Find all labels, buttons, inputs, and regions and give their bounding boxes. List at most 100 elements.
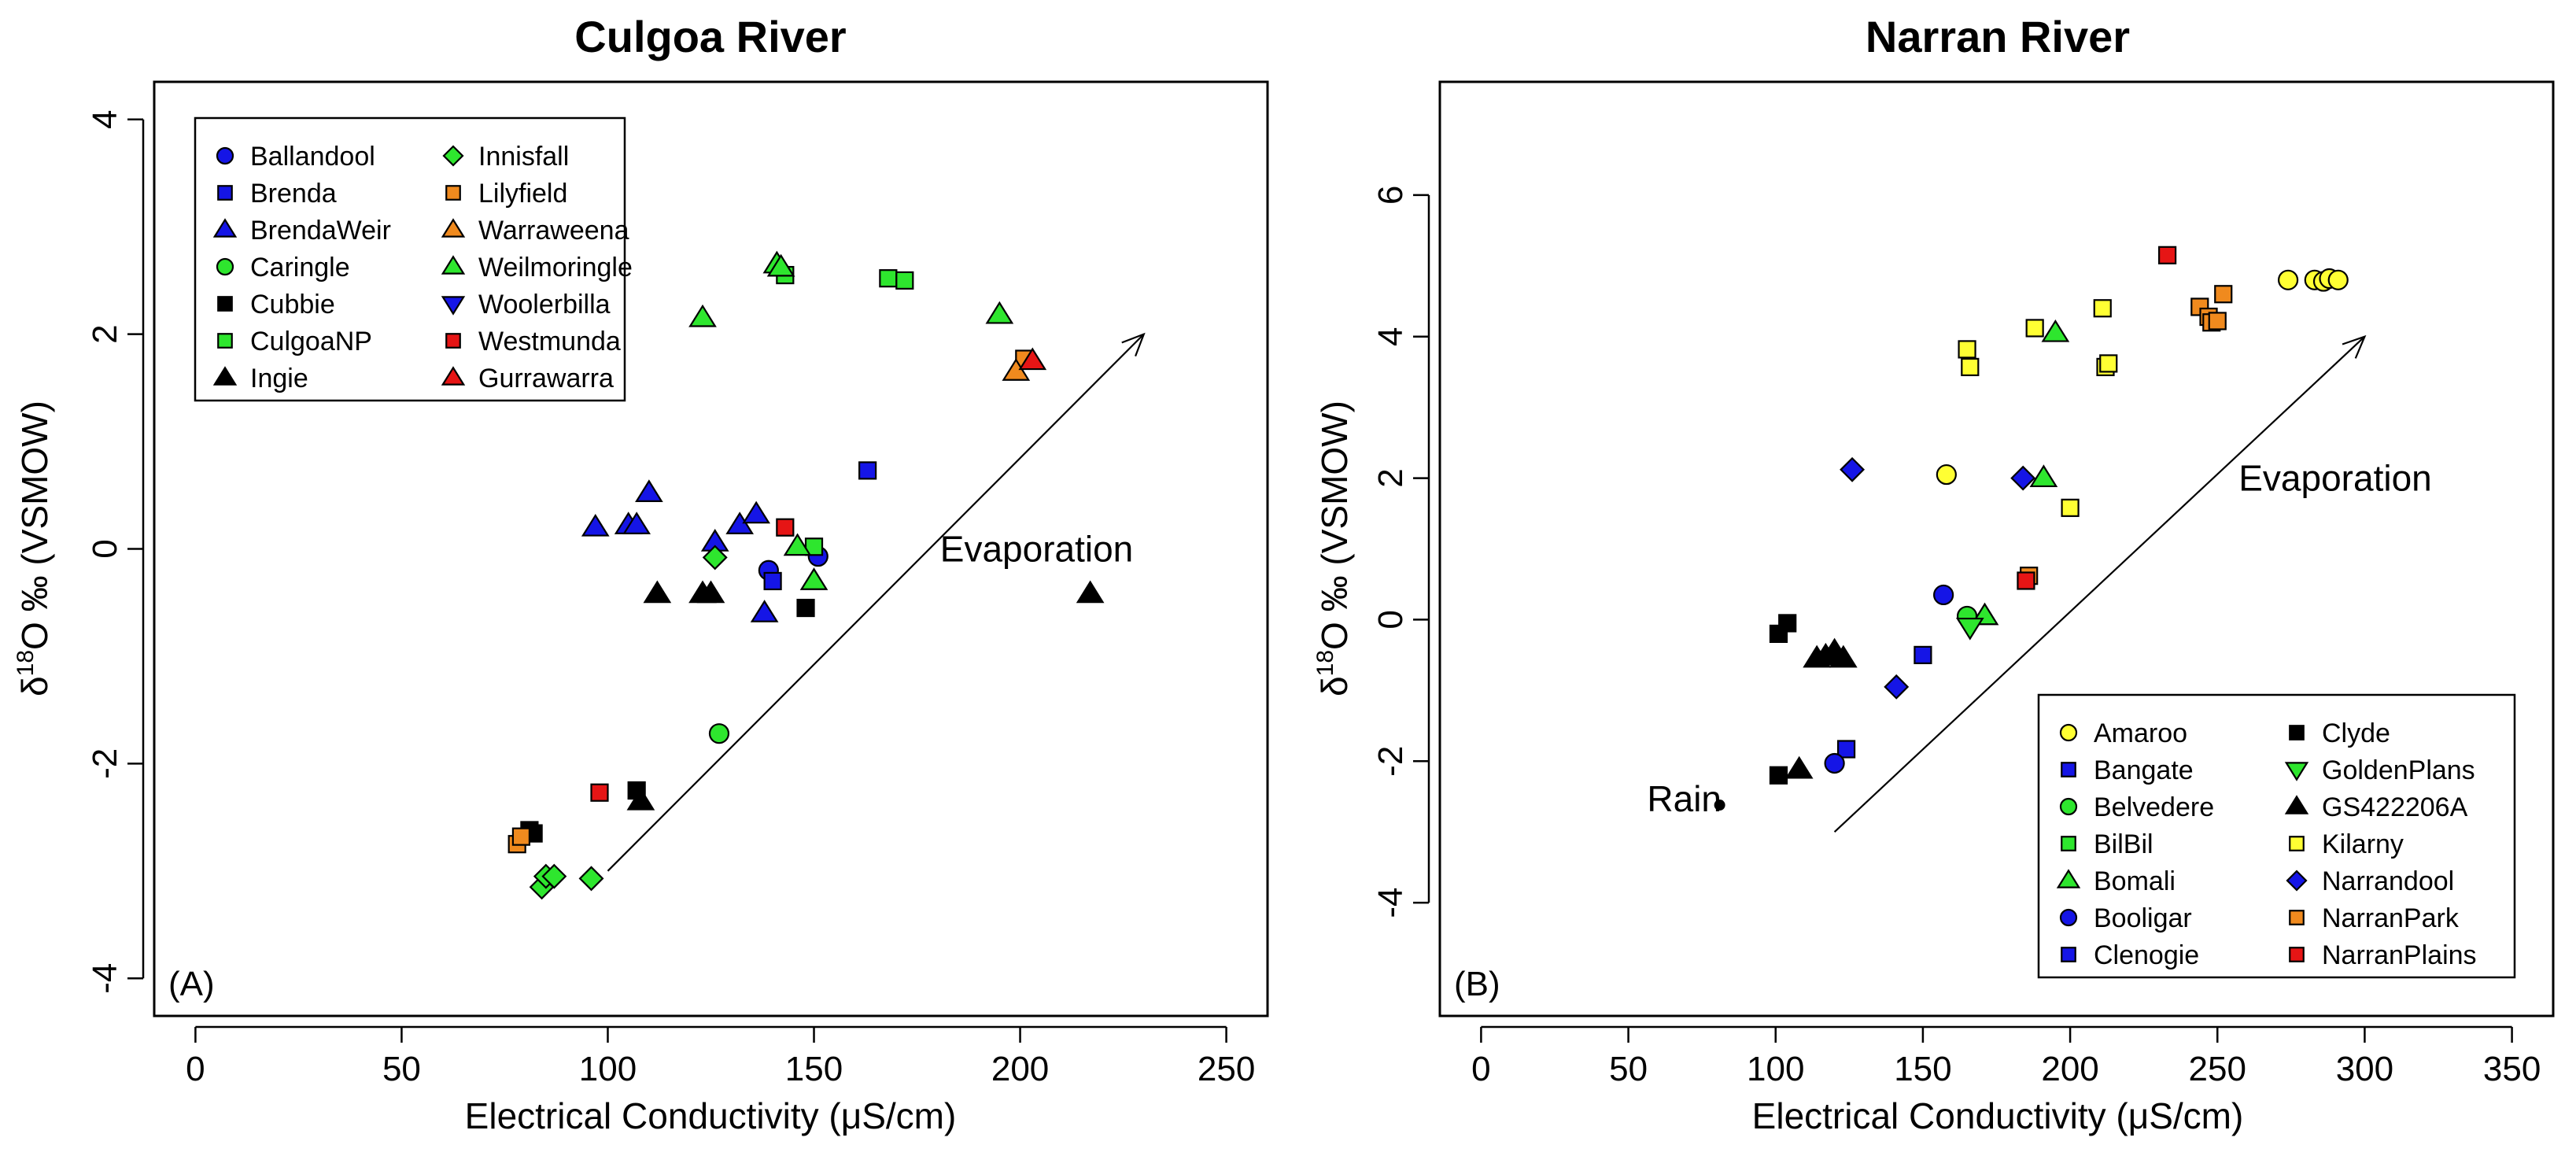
evaporation-arrow-line [1833,335,2366,833]
legend-label-amaroo: Amaroo [2094,718,2187,748]
point-innisfall [702,545,728,571]
legend-marker-westmunda [445,333,461,349]
point-brendaweir [635,479,663,503]
x-tick-label: 200 [991,1050,1049,1088]
x-tick-label: 50 [382,1050,421,1088]
point-booligar [1824,752,1845,774]
y-tick-label: 2 [86,324,124,343]
x-tick-label: 0 [186,1050,205,1088]
legend-marker-lilyfield [445,185,461,201]
panel-a: Culgoa River 0 50 100 150 200 250 -4 -2 0 2 4 Ele… [13,12,1269,1136]
legend-label-clyde: Clyde [2322,718,2390,748]
panel-a-points [507,250,1105,900]
point-cubbie [796,598,815,618]
legend-label-goldenplans: GoldenPlans [2322,755,2475,785]
point-narranpark [2214,285,2233,304]
legend-marker-culgoanp [217,333,233,349]
point-kilarny [2061,498,2080,517]
point-kilarny [1958,340,1976,359]
annotation-rain: Rain [1647,778,1722,819]
panel-b-annotations: Evaporation Rain [1647,458,2431,819]
legend-label-gs422206a: GS422206A [2322,792,2468,822]
panel-b-x-axis: 0 50 100 150 200 250 300 350 [1471,1025,2541,1088]
x-tick-label: 0 [1471,1050,1490,1088]
panel-a-x-axis-label: Electrical Conductivity (μS/cm) [465,1095,957,1136]
legend-label-gurrawarra: Gurrawarra [478,364,614,393]
point-amaroo [2327,269,2349,290]
legend-marker-clenogie [2061,947,2076,962]
legend-label-narranpark: NarranPark [2322,903,2460,933]
point-weilmoringle [799,567,829,590]
legend-marker-innisfall [442,145,464,167]
legend-marker-narranpark [2289,910,2305,925]
y-tick-label: 2 [1371,468,1410,487]
point-narrandool [1884,674,1910,700]
legend-marker-bangate [2061,762,2076,777]
point-caringle [708,723,730,744]
point-gs422206a [1829,644,1858,668]
y-tick-label: -4 [86,963,124,994]
legend-label-bomali: Bomali [2094,866,2176,896]
legend-marker-woolerbilla [441,296,466,316]
legend-marker-ballandool [216,146,234,165]
point-weilmoringle [783,533,812,556]
point-weilmoringle [985,301,1014,324]
rain-point [1714,800,1725,811]
legend-label-brendaweir: BrendaWeir [250,216,391,246]
legend-marker-warraweena [441,218,466,238]
y-tick-label: 0 [86,539,124,558]
legend-marker-amaroo [2059,723,2078,742]
evaporation-arrow-head [1121,332,1146,357]
point-clyde [1778,614,1797,633]
point-narrandool [1840,456,1866,482]
y-tick-label: 6 [1371,186,1410,205]
point-narrandool [2010,465,2036,491]
point-ingie [643,580,672,604]
legend-marker-weilmoringle [441,255,466,275]
point-bomali [2041,319,2070,342]
legend-marker-bomali [2056,869,2081,888]
legend-marker-gs422206a [2284,795,2309,814]
point-gs422206a [1784,755,1814,779]
legend-label-culgoanp: CulgoaNP [250,327,372,356]
point-gurrawarra [1018,347,1047,371]
panel-b: Narran River 0 50 100 150 200 250 300 350 -4 -2 0… [1312,12,2555,1136]
legend-label-brenda: Brenda [250,179,337,209]
point-ingie [626,787,655,811]
point-brendaweir [581,513,610,537]
legend-label-bangate: Bangate [2094,755,2194,785]
legend-label-woolerbilla: Woolerbilla [478,290,611,319]
panel-b-y-axis-label: δ18O ‰ (VSMOW) [1312,401,1355,696]
legend-label-caringle: Caringle [250,253,350,283]
legend-marker-brenda [217,185,233,201]
x-tick-label: 50 [1609,1050,1648,1088]
legend-label-warraweena: Warraweena [478,216,629,246]
legend-marker-narrandool [2286,870,2308,892]
panel-b-arrow [1833,334,2367,833]
y-tick-label: -2 [1371,746,1410,777]
legend-label-clenogie: Clenogie [2094,940,2199,970]
point-clyde [1769,766,1788,785]
panel-b-title: Narran River [1866,12,2130,61]
x-tick-label: 200 [2041,1050,2098,1088]
x-tick-label: 100 [1747,1050,1804,1088]
point-kilarny [2093,299,2112,318]
point-goldenplans [1955,617,1984,641]
legend-label-kilarny: Kilarny [2322,829,2404,859]
legend-label-cubbie: Cubbie [250,290,335,319]
panel-a-plot-frame [153,80,1269,1018]
legend-label-westmunda: Westmunda [478,327,621,356]
point-narranplains [2017,571,2035,590]
legend-label-innisfall: Innisfall [478,142,569,172]
legend-label-belvedere: Belvedere [2094,792,2214,822]
point-kilarny [1961,357,1980,376]
legend-label-lilyfield: Lilyfield [478,179,567,209]
point-brendaweir [742,500,770,524]
x-tick-label: 250 [2189,1050,2246,1088]
panel-a-x-axis: 0 50 100 150 200 250 [186,1025,1255,1088]
x-tick-label: 250 [1198,1050,1255,1088]
panel-b-plot-frame [1438,80,2555,1018]
legend-marker-goldenplans [2284,762,2309,781]
panel-b-legend: Amaroo Bangate Belvedere BilBil Bomali Boolig… [2037,693,2516,979]
